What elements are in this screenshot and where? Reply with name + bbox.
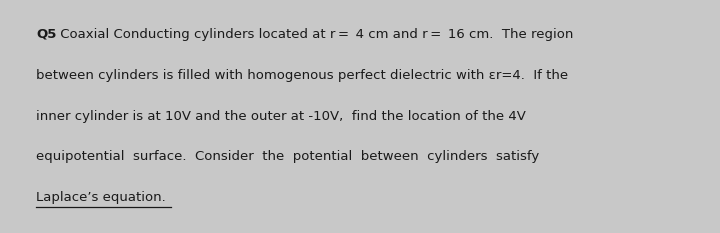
Text: Coaxial Conducting cylinders located at r = 4 cm and r = 16 cm.  The region: Coaxial Conducting cylinders located at … — [56, 28, 574, 41]
Text: inner cylinder is at 10V and the outer at -10V,  find the location of the 4V: inner cylinder is at 10V and the outer a… — [36, 110, 526, 123]
Text: Q5: Q5 — [36, 28, 56, 41]
Text: equipotential  surface.  Consider  the  potential  between  cylinders  satisfy: equipotential surface. Consider the pote… — [36, 150, 539, 163]
Text: Laplace’s equation.: Laplace’s equation. — [36, 191, 166, 204]
Text: between cylinders is filled with homogenous perfect dielectric with εr=4.  If th: between cylinders is filled with homogen… — [36, 69, 568, 82]
